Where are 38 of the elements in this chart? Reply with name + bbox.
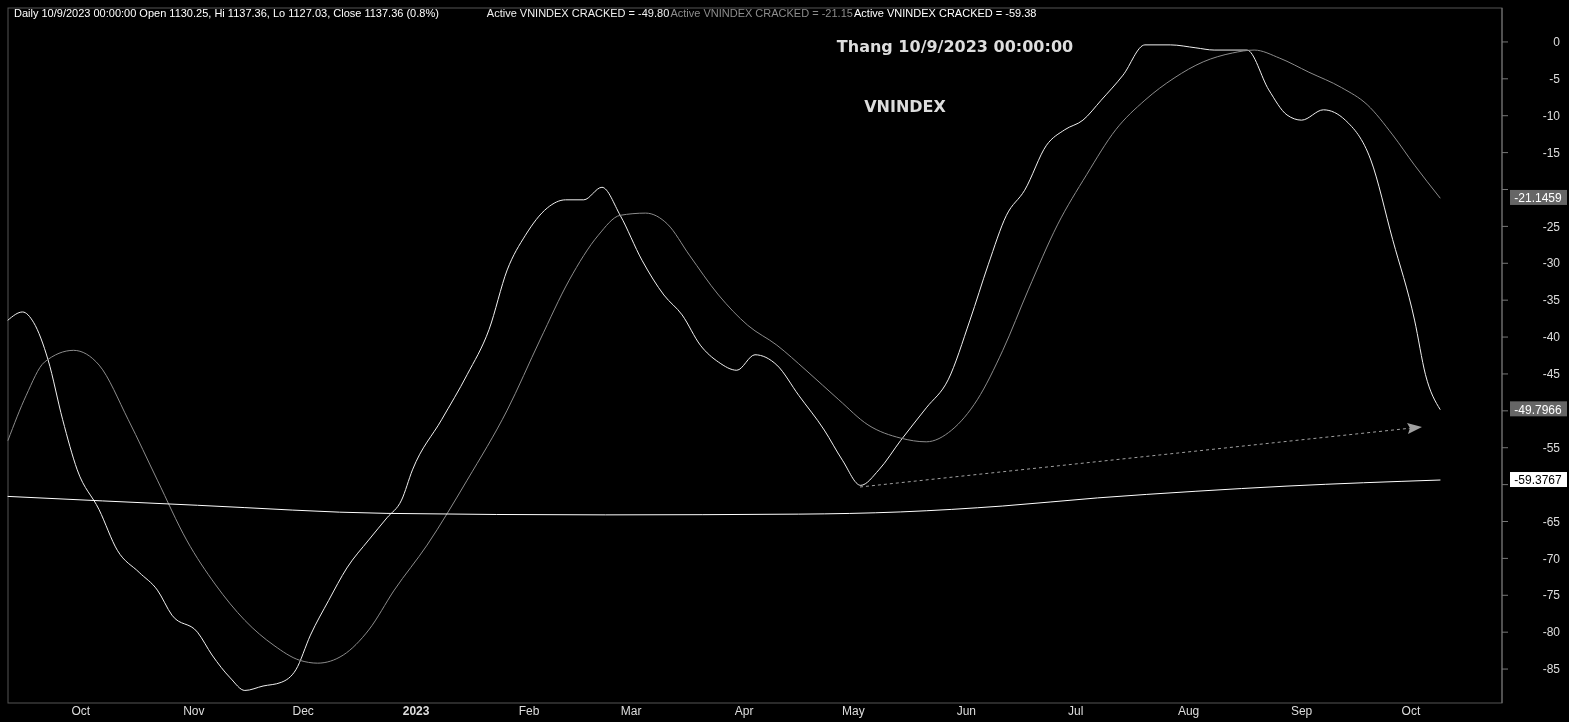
y-tick-label: -40	[1542, 330, 1561, 345]
y-tick-label: -45	[1542, 367, 1561, 382]
annotation: VNINDEX	[864, 97, 947, 116]
x-tick-label: Aug	[1177, 704, 1200, 718]
text: -59.3767	[1514, 473, 1563, 488]
text: Active VNINDEX CRACKED = -49.80	[486, 7, 670, 19]
x-tick-label: Mar	[620, 704, 642, 718]
x-tick-label: May	[842, 704, 865, 718]
y-tick-label: -10	[1542, 108, 1561, 123]
x-tick-label: Jun	[956, 704, 977, 718]
x-tick-label: 2023	[402, 704, 430, 718]
y-tick-label: -65	[1542, 514, 1561, 529]
y-tick-label: -70	[1542, 551, 1561, 566]
x-tick-label: Oct	[71, 704, 91, 718]
text: -49.7966	[1514, 402, 1563, 417]
line-series	[7, 479, 1441, 516]
x-tick-label: Nov	[183, 704, 205, 718]
y-tick-label: -5	[1549, 72, 1561, 87]
x-tick-label: Oct	[1401, 704, 1421, 718]
y-tick-label: -25	[1542, 219, 1561, 234]
x-tick-label: Sep	[1290, 704, 1313, 718]
y-tick-label: -15	[1542, 145, 1561, 160]
x-tick-label: Jul	[1067, 704, 1084, 718]
x-tick-label: Apr	[734, 704, 754, 718]
x-tick-label: Feb	[518, 704, 540, 718]
y-tick-label: 0	[1553, 35, 1561, 50]
y-tick-label: -30	[1542, 256, 1561, 271]
y-tick-label: -55	[1542, 440, 1561, 455]
y-tick-label: -75	[1542, 588, 1561, 603]
y-tick-label: -80	[1542, 625, 1561, 640]
x-tick-label: Dec	[292, 704, 314, 718]
y-tick-label: -35	[1542, 293, 1561, 308]
text: Thang 10/9/2023 00:00:00	[836, 37, 1074, 56]
text: Active VNINDEX CRACKED = -59.38	[854, 7, 1037, 19]
chart-title: Daily 10/9/2023 00:00:00 Open 1130.25, Hi 1137.36, Lo 1127.03, Close 1137.36 (0.8%)	[14, 7, 439, 19]
text: -21.1459	[1514, 191, 1563, 206]
text: Active VNINDEX CRACKED = -21.15	[670, 7, 853, 19]
y-tick-label: -85	[1542, 662, 1561, 677]
